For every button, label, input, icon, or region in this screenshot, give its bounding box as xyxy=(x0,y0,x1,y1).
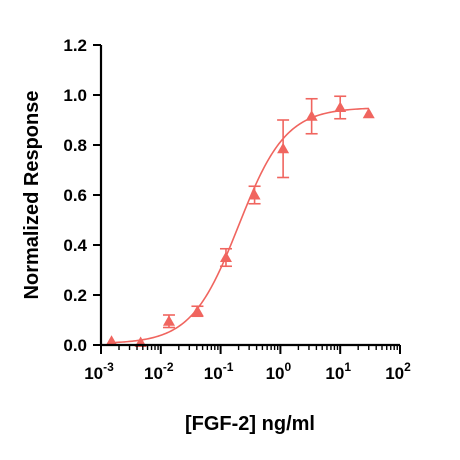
x-tick-label: 101 xyxy=(325,360,351,383)
x-axis-title: [FGF-2] ng/ml xyxy=(185,413,315,435)
x-tick-label: 10-2 xyxy=(144,360,174,383)
data-point xyxy=(362,107,375,119)
x-tick-label: 102 xyxy=(385,360,411,383)
fit-curve xyxy=(111,107,369,344)
y-tick-label: 1.2 xyxy=(63,36,87,55)
fit-curve-layer xyxy=(111,107,369,344)
data-point xyxy=(334,101,347,112)
y-tick-label: 0.0 xyxy=(63,336,87,355)
ticks-layer: 0.0 0.2 0.4 0.6 0.8 1.0 1.2 10-3 10-2 10-1 100 101 1… xyxy=(63,36,411,383)
data-point xyxy=(191,305,204,316)
x-tick-label: 10-1 xyxy=(204,360,234,383)
y-tick-label: 0.6 xyxy=(63,186,87,205)
data-point xyxy=(219,251,232,262)
data-points-layer xyxy=(105,101,375,347)
y-tick-label: 0.8 xyxy=(63,136,87,155)
y-tick-label: 0.4 xyxy=(63,236,87,255)
y-axis-title: Normalized Response xyxy=(21,91,43,300)
data-point xyxy=(105,335,118,346)
data-point xyxy=(248,189,261,200)
y-tick-label: 1.0 xyxy=(63,86,87,105)
data-point xyxy=(305,110,318,121)
error-bars-layer xyxy=(162,95,347,329)
data-point xyxy=(162,315,175,326)
x-tick-label: 10-3 xyxy=(84,360,114,383)
y-tick-label: 0.2 xyxy=(63,286,87,305)
x-tick-label: 100 xyxy=(266,360,292,383)
data-point xyxy=(277,142,290,154)
